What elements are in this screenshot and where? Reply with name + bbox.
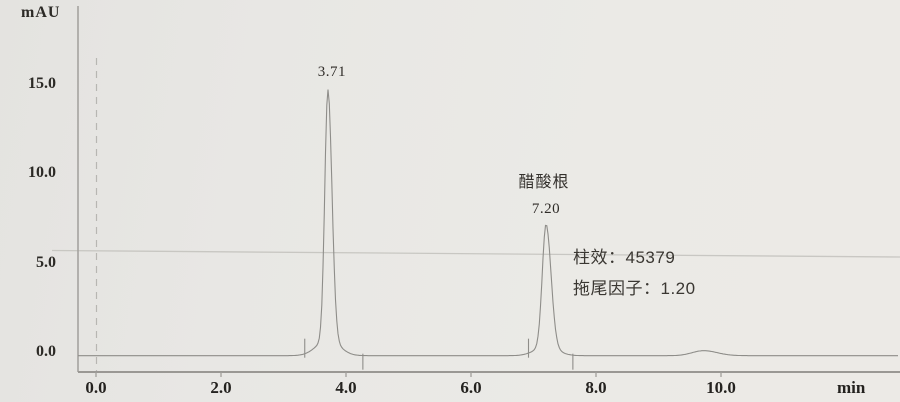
x-axis-tick-label: 8.0	[585, 378, 607, 397]
peak2-compound-name-label: 醋酸根	[518, 173, 570, 191]
peak1-retention-time-label: 3.71	[317, 63, 346, 80]
y-axis-tick-label: 0.0	[36, 343, 56, 360]
y-axis-unit-label: mAU	[21, 4, 61, 21]
chromatogram-trace	[78, 89, 898, 357]
x-axis-tick-label: 0.0	[85, 378, 107, 397]
peak2-retention-time-label: 7.20	[531, 200, 561, 217]
y-axis-tick-label: 10.0	[28, 164, 56, 182]
scan-artifact-line	[51, 249, 900, 258]
x-axis-tick-label: 10.0	[706, 378, 736, 397]
x-axis-unit-label: min	[837, 378, 866, 397]
column-efficiency-annotation: 柱效：45379	[573, 248, 676, 267]
tailing-factor-annotation: 拖尾因子：1.20	[573, 279, 696, 298]
x-axis-tick-label: 2.0	[210, 378, 232, 397]
y-axis-tick-label: 5.0	[36, 253, 56, 271]
y-axis-tick-label: 15.0	[28, 74, 56, 92]
x-axis-tick-label: 6.0	[460, 378, 482, 397]
x-axis-tick-label: 4.0	[335, 378, 357, 397]
